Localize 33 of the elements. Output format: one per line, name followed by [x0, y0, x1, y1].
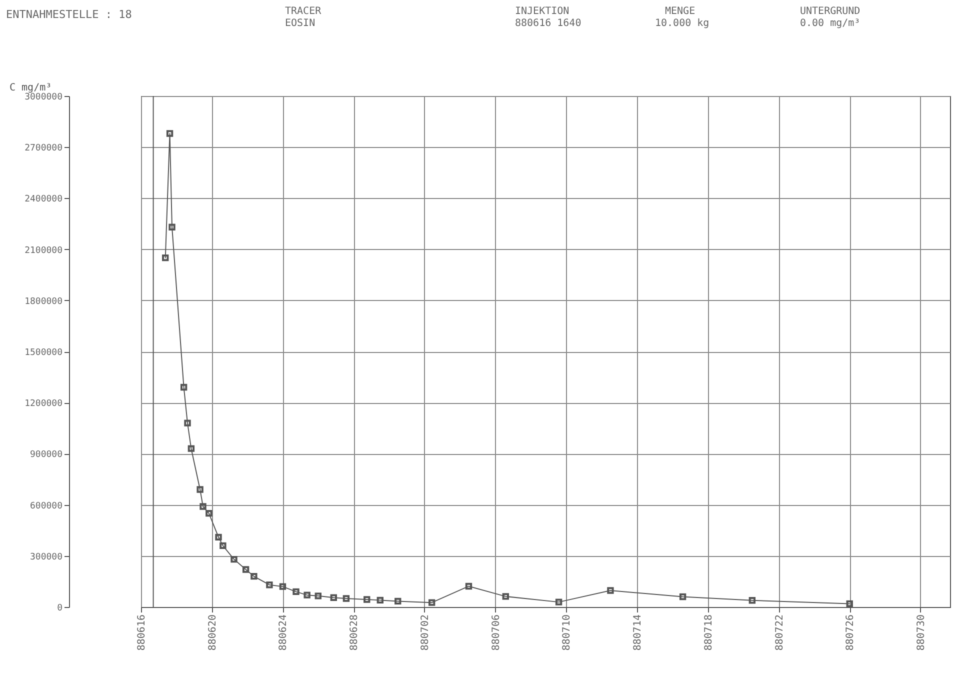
x-tick-label: 880722	[774, 614, 786, 651]
x-tick-label: 880616	[136, 614, 148, 651]
text: 0.00 mg/m³	[800, 18, 860, 29]
y-axis-title: C mg/m³	[10, 82, 52, 94]
x-tick-label: 880702	[420, 614, 431, 651]
text: 880616 1640	[515, 18, 582, 29]
y-tick-label: 3000000	[24, 92, 62, 102]
x-tick-label: 880620	[207, 614, 218, 651]
y-tick-label: 600000	[30, 501, 62, 512]
x-tick-label: 880706	[490, 614, 502, 651]
text: ENTNAHMESTELLE : 18	[6, 8, 132, 21]
text: INJEKTION	[515, 6, 570, 17]
x-tick-label: 880718	[703, 614, 714, 651]
x-tick-label: 880726	[845, 614, 856, 651]
y-tick-label: 1800000	[24, 296, 62, 307]
x-tick-label: 880710	[562, 614, 573, 651]
y-tick-label: 300000	[30, 552, 62, 562]
x-tick-label: 880624	[278, 614, 290, 651]
text: EOSIN	[285, 18, 316, 29]
x-tick-label: 880730	[916, 614, 927, 651]
y-tick-label: 2100000	[24, 246, 62, 256]
y-tick-label: 0	[57, 604, 62, 614]
y-tick-label: 1500000	[24, 348, 62, 358]
y-tick-label: 2700000	[24, 144, 62, 154]
text: 10.000 kg	[655, 18, 710, 29]
text: TRACER	[285, 6, 322, 17]
y-tick-label: 900000	[30, 450, 62, 460]
y-tick-label: 1200000	[24, 399, 62, 410]
x-tick-label: 880714	[632, 614, 644, 651]
x-tick-label: 880628	[349, 614, 360, 651]
text: UNTERGRUND	[800, 6, 860, 17]
text: MENGE	[665, 6, 696, 17]
y-tick-label: 2400000	[24, 194, 62, 205]
